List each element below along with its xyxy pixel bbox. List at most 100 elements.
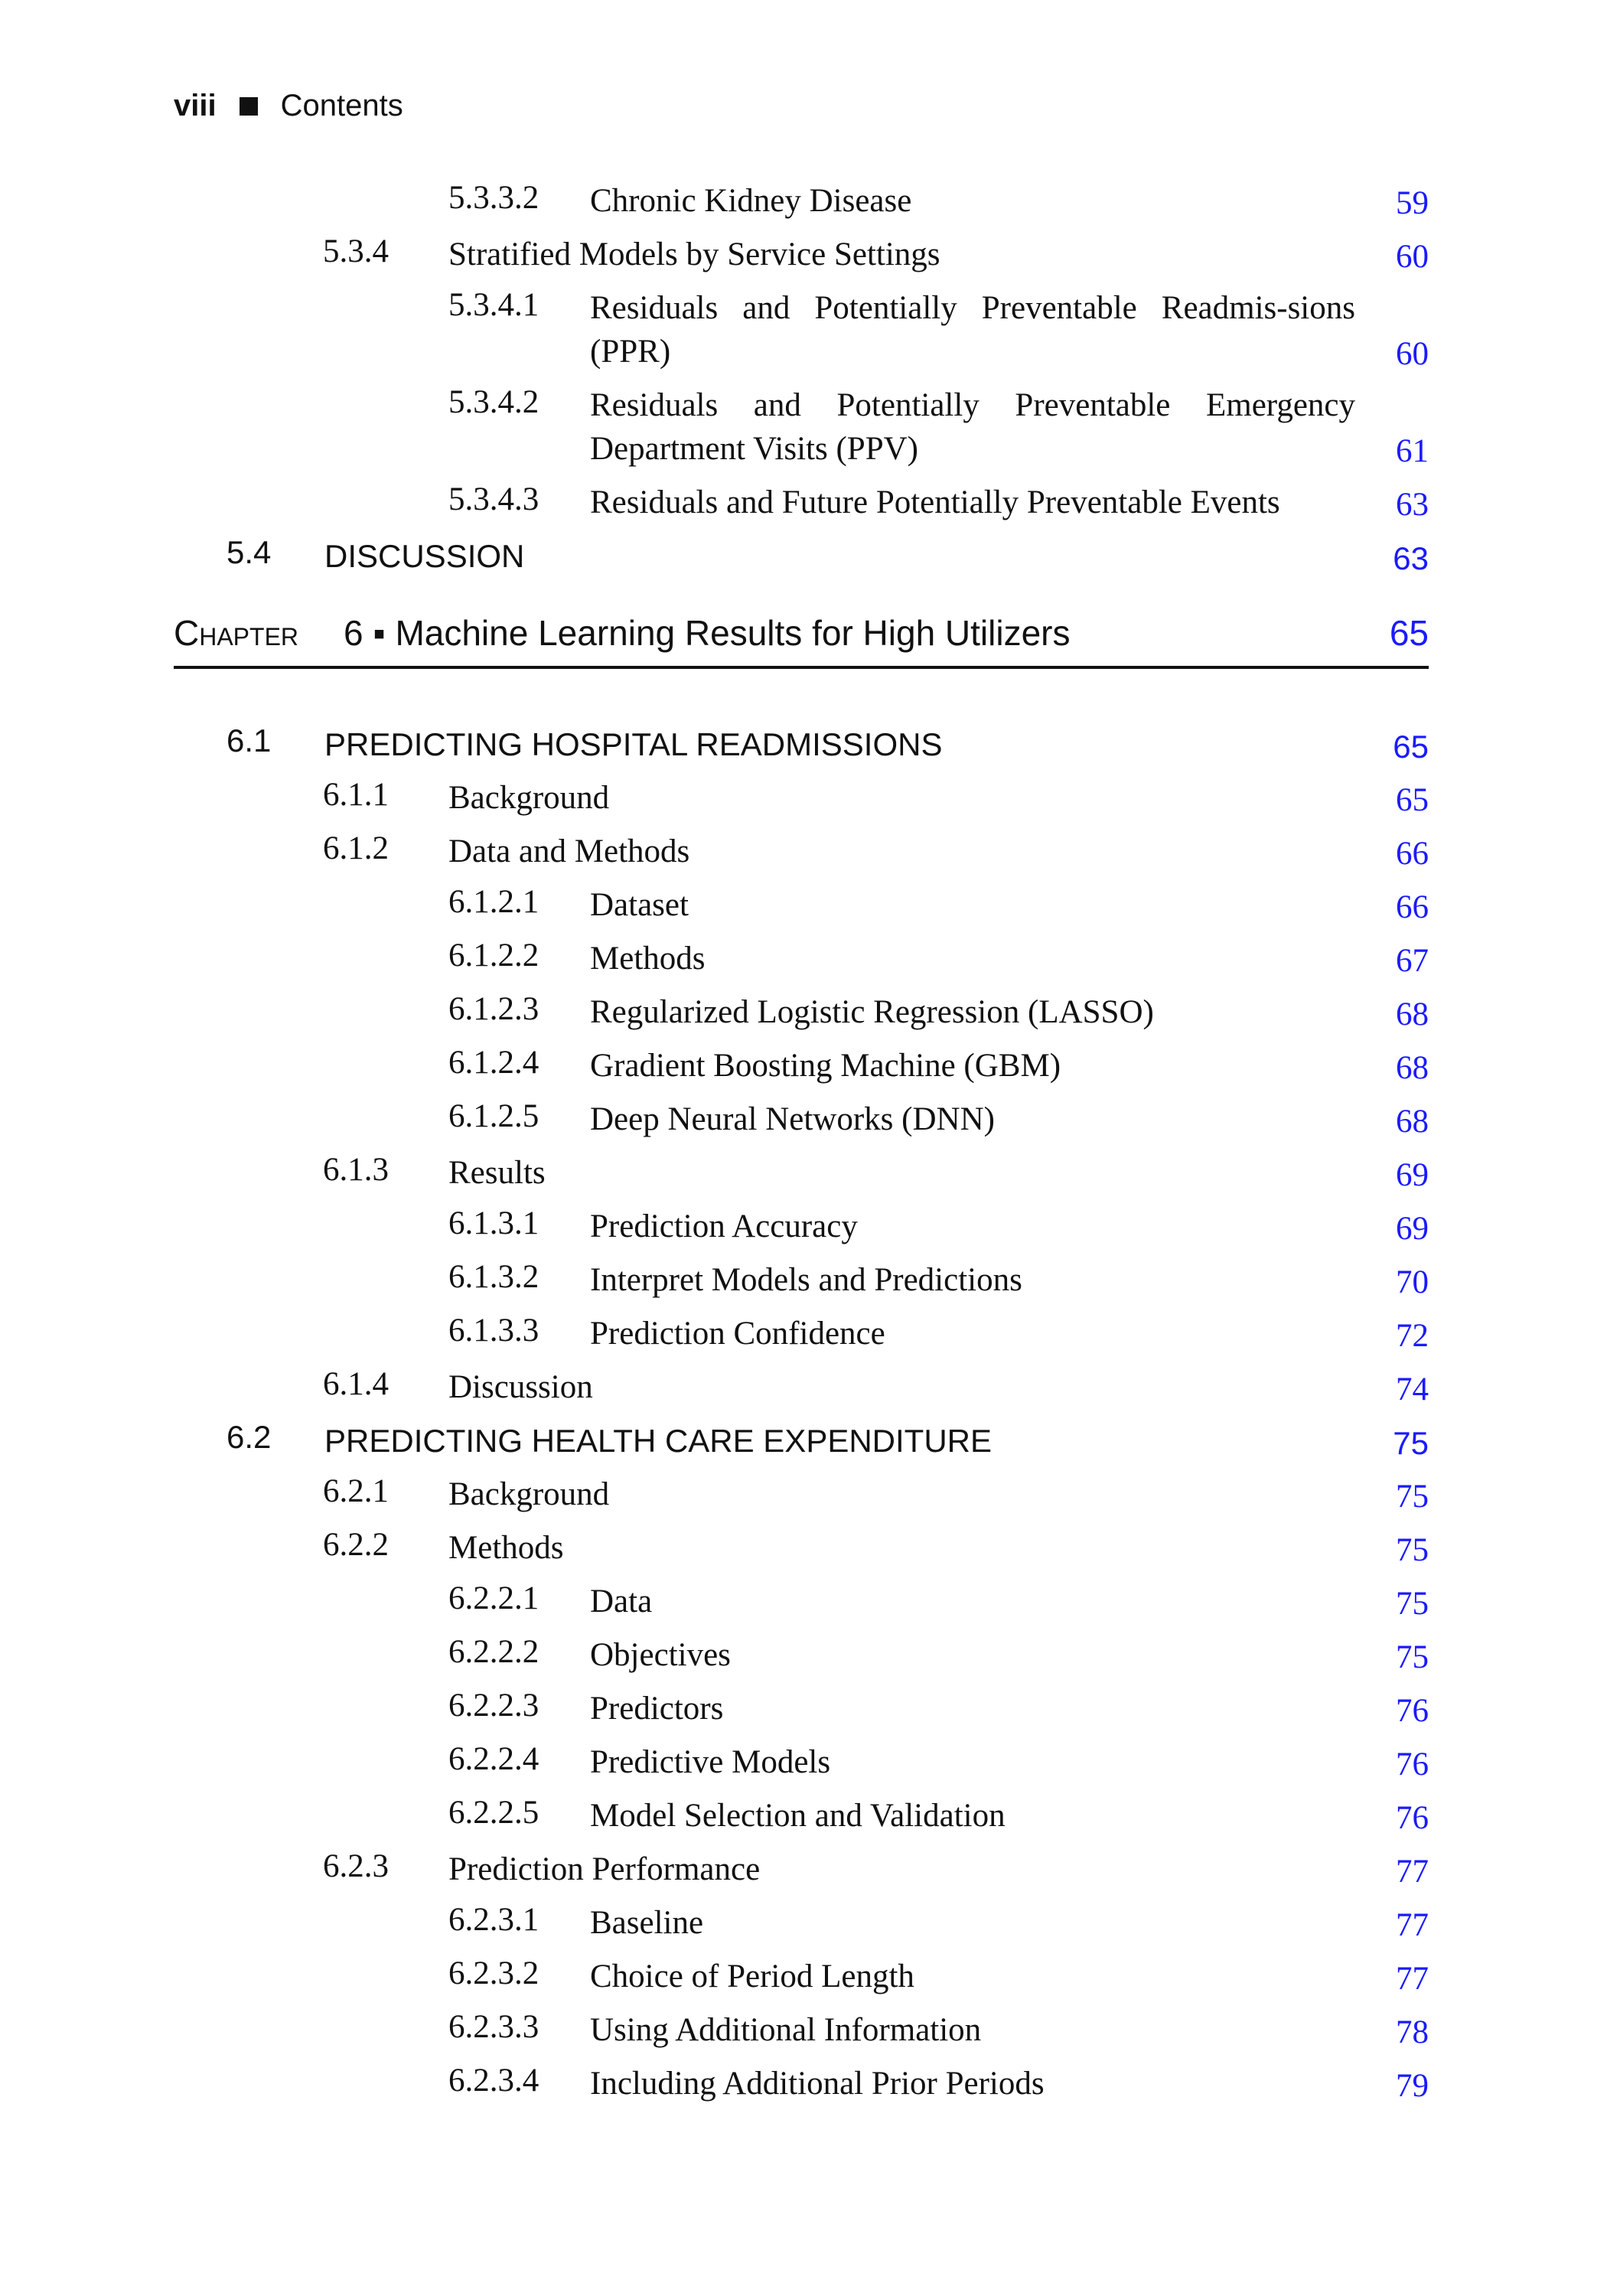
toc-entry[interactable]: 6.1.2.5 Deep Neural Networks (DNN) 68: [0, 1091, 1607, 1145]
toc-entry[interactable]: 6.1.2.2 Methods 67: [0, 931, 1607, 984]
entry-page-link[interactable]: 60: [1396, 336, 1429, 372]
entry-number: 5.3.4.1: [448, 287, 539, 323]
entry-page-link[interactable]: 65: [1396, 782, 1429, 818]
entry-page-link[interactable]: 78: [1396, 2014, 1429, 2050]
entry-page-link[interactable]: 76: [1396, 1693, 1429, 1729]
entry-number: 6.1.2: [323, 830, 389, 866]
toc-entry[interactable]: 5.3.3.2 Chronic Kidney Disease 59: [0, 173, 1607, 227]
toc-section-after: 6.1 PREDICTING HOSPITAL READMISSIONS 65 6.1…: [0, 716, 1607, 2109]
entry-title: Choice of Period Length: [590, 1958, 914, 1994]
toc-section-before: 5.3.3.2 Chronic Kidney Disease 59 5.3.4 Stra…: [0, 173, 1607, 582]
toc-entry[interactable]: 6.2.2.2 Objectives 75: [0, 1627, 1607, 1681]
toc-entry[interactable]: 5.4 DISCUSSION 63: [0, 528, 1607, 582]
entry-page-link[interactable]: 70: [1396, 1264, 1429, 1300]
toc-entry[interactable]: 6.2.1 Background 75: [0, 1466, 1607, 1520]
entry-page-link[interactable]: 75: [1396, 1479, 1429, 1515]
entry-number: 6.1.3.2: [448, 1259, 539, 1295]
entry-number: 6.2.2.3: [448, 1688, 539, 1724]
entry-number: 6.1.2.4: [448, 1045, 539, 1081]
entry-number: 6.1.2.1: [448, 884, 539, 920]
entry-page-link[interactable]: 74: [1396, 1371, 1429, 1407]
entry-page-link[interactable]: 69: [1396, 1211, 1429, 1247]
entry-page-link[interactable]: 76: [1396, 1800, 1429, 1836]
entry-page-link[interactable]: 76: [1396, 1746, 1429, 1782]
toc-chapter-entry[interactable]: Chapter 6 ▪ Machine Learning Results for…: [174, 605, 1429, 669]
entry-page-link[interactable]: 60: [1396, 239, 1429, 275]
entry-page-link[interactable]: 68: [1396, 1104, 1429, 1140]
entry-number: 6.2.3.2: [448, 1955, 539, 1991]
toc-entry[interactable]: 6.2 PREDICTING HEALTH CARE EXPENDITURE 75: [0, 1413, 1607, 1466]
entry-number: 5.3.4.3: [448, 481, 539, 517]
entry-title: Chronic Kidney Disease: [590, 183, 912, 219]
entry-page-link[interactable]: 77: [1396, 1854, 1429, 1890]
entry-title: DISCUSSION: [324, 538, 525, 574]
toc-entry[interactable]: 6.1.3.3 Prediction Confidence 72: [0, 1306, 1607, 1359]
entry-page-link[interactable]: 77: [1396, 1907, 1429, 1943]
entry-title: Methods: [448, 1530, 564, 1566]
toc-entry[interactable]: 6.2.2.5 Model Selection and Validation 76: [0, 1788, 1607, 1841]
entry-page-link[interactable]: 77: [1396, 1961, 1429, 1997]
entry-title: Dataset: [590, 887, 689, 923]
toc-entry[interactable]: 6.2.2.4 Predictive Models 76: [0, 1734, 1607, 1788]
entry-title: Results: [448, 1155, 546, 1191]
toc-entry[interactable]: 6.1.2 Data and Methods 66: [0, 823, 1607, 877]
toc-entry[interactable]: 5.3.4.1 Residuals and Potentially Prevent…: [0, 280, 1607, 377]
toc-entry[interactable]: 6.1.2.1 Dataset 66: [0, 877, 1607, 931]
toc-entry[interactable]: 5.3.4.2 Residuals and Potentially Prevent…: [0, 377, 1607, 475]
entry-title: Interpret Models and Predictions: [590, 1262, 1022, 1298]
entry-title: Predictors: [590, 1691, 724, 1727]
entry-page-link[interactable]: 75: [1396, 1532, 1429, 1568]
entry-number: 5.4: [227, 534, 272, 570]
entry-number: 6.2.2.5: [448, 1795, 539, 1831]
toc-entry[interactable]: 5.3.4 Stratified Models by Service Settin…: [0, 227, 1607, 280]
toc-entry[interactable]: 6.2.3 Prediction Performance 77: [0, 1841, 1607, 1895]
entry-page-link[interactable]: 75: [1396, 1586, 1429, 1622]
entry-page-link[interactable]: 66: [1396, 836, 1429, 872]
toc-entry[interactable]: 6.1.2.3 Regularized Logistic Regression (…: [0, 984, 1607, 1038]
entry-page-link[interactable]: 67: [1396, 943, 1429, 979]
entry-page-link[interactable]: 68: [1396, 1050, 1429, 1086]
entry-title: Regularized Logistic Regression (LASSO): [590, 994, 1154, 1030]
entry-page-link[interactable]: 59: [1396, 185, 1429, 221]
entry-page-link[interactable]: 72: [1396, 1318, 1429, 1354]
entry-number: 6.1.3.3: [448, 1313, 539, 1349]
entry-page-link[interactable]: 79: [1396, 2068, 1429, 2104]
entry-number: 6.2.2.2: [448, 1634, 539, 1670]
toc-entry[interactable]: 6.2.2.3 Predictors 76: [0, 1681, 1607, 1734]
entry-title: Data and Methods: [448, 833, 690, 869]
toc-entry[interactable]: 6.2.3.1 Baseline 77: [0, 1895, 1607, 1949]
toc-entry[interactable]: 6.1.4 Discussion 74: [0, 1359, 1607, 1413]
toc-entry[interactable]: 6.2.3.3 Using Additional Information 78: [0, 2002, 1607, 2056]
toc-entry[interactable]: 6.1.3.1 Prediction Accuracy 69: [0, 1199, 1607, 1252]
entry-page-link[interactable]: 63: [1396, 487, 1429, 523]
entry-page-link[interactable]: 63: [1393, 540, 1429, 576]
entry-page-link[interactable]: 65: [1393, 729, 1429, 765]
entry-title: Including Additional Prior Periods: [590, 2066, 1045, 2102]
toc-entry[interactable]: 6.1.2.4 Gradient Boosting Machine (GBM) 68: [0, 1038, 1607, 1091]
entry-page-link[interactable]: 75: [1393, 1425, 1429, 1461]
toc-entry[interactable]: 6.1.3.2 Interpret Models and Predictions 7…: [0, 1252, 1607, 1306]
entry-page-link[interactable]: 66: [1396, 889, 1429, 925]
toc-entry[interactable]: 6.2.3.4 Including Additional Prior Period…: [0, 2056, 1607, 2109]
toc-entry[interactable]: 6.1.1 Background 65: [0, 770, 1607, 823]
entry-number: 6.2.2.4: [448, 1741, 539, 1777]
entry-title: Stratified Models by Service Settings: [448, 236, 940, 272]
toc-entry[interactable]: 6.2.2.1 Data 75: [0, 1574, 1607, 1627]
square-bullet-icon: [239, 96, 258, 116]
running-header: viii Contents: [174, 89, 403, 123]
toc-entry[interactable]: 6.1.3 Results 69: [0, 1145, 1607, 1199]
entry-page-link[interactable]: 68: [1396, 996, 1429, 1032]
entry-title: Background: [448, 1476, 610, 1512]
toc-entry[interactable]: 6.2.3.2 Choice of Period Length 77: [0, 1949, 1607, 2002]
entry-page-link[interactable]: 61: [1396, 433, 1429, 469]
toc-entry[interactable]: 6.1 PREDICTING HOSPITAL READMISSIONS 65: [0, 716, 1607, 770]
entry-page-link[interactable]: 69: [1396, 1157, 1429, 1193]
entry-number: 6.1.2.2: [448, 938, 539, 974]
toc-entry[interactable]: 6.2.2 Methods 75: [0, 1520, 1607, 1574]
chapter-label: Chapter: [174, 613, 299, 653]
entry-title: Baseline: [590, 1905, 704, 1941]
toc-entry[interactable]: 5.3.4.3 Residuals and Future Potentially …: [0, 475, 1607, 528]
chapter-page-link[interactable]: 65: [1389, 613, 1429, 653]
entry-number: 6.2.2: [323, 1527, 389, 1563]
entry-page-link[interactable]: 75: [1396, 1639, 1429, 1675]
